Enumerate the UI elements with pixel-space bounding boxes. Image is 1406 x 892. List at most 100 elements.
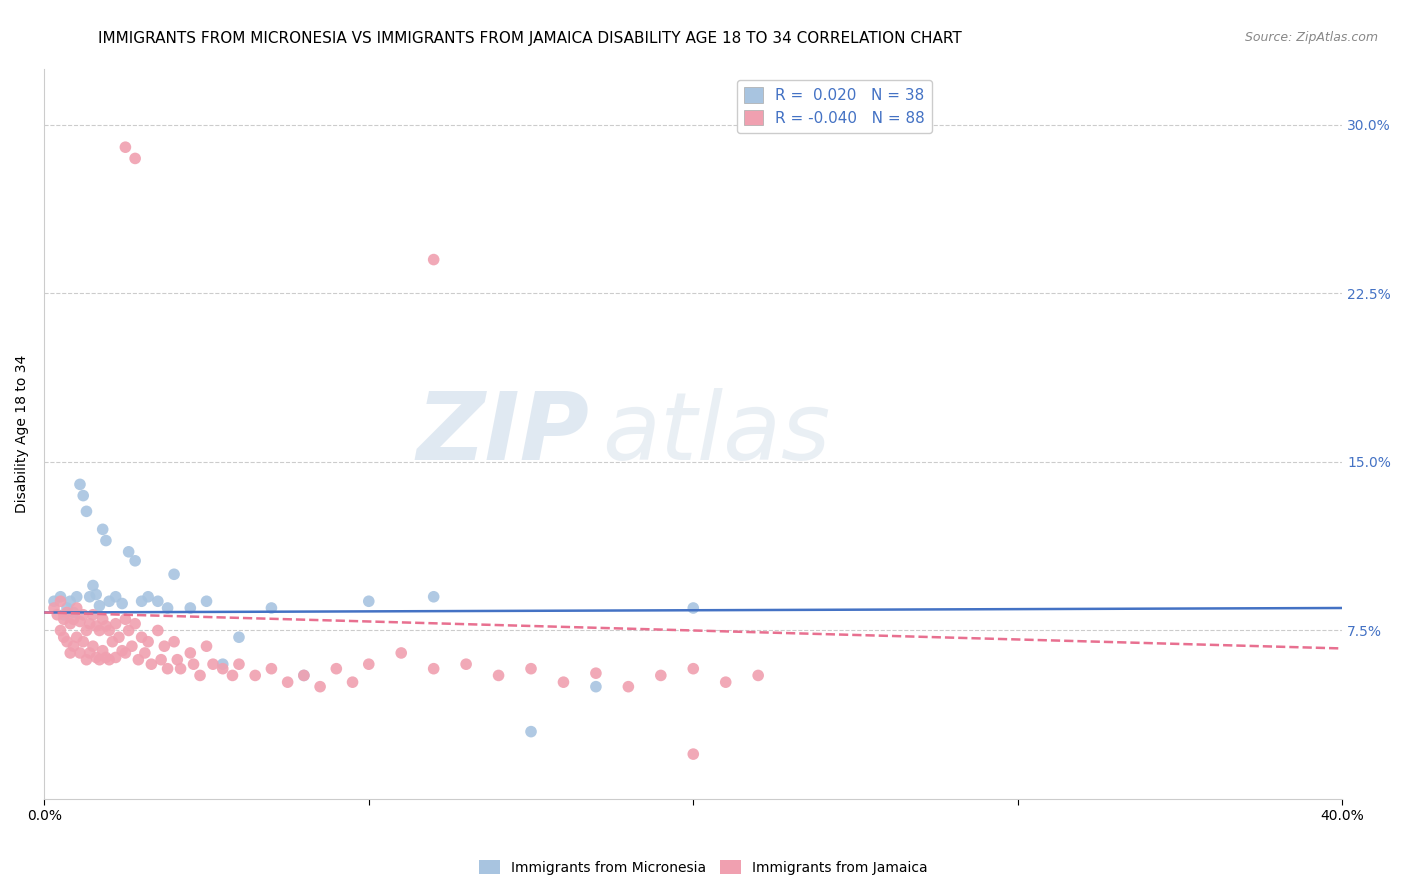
- Point: [111, 597, 134, 611]
- Point: [553, 675, 575, 690]
- Point: [69, 477, 91, 491]
- Point: [585, 666, 607, 681]
- Point: [121, 639, 143, 653]
- Point: [211, 657, 233, 672]
- Point: [75, 624, 97, 638]
- Text: atlas: atlas: [602, 388, 831, 479]
- Point: [136, 634, 159, 648]
- Point: [79, 646, 101, 660]
- Point: [325, 662, 347, 676]
- Text: IMMIGRANTS FROM MICRONESIA VS IMMIGRANTS FROM JAMAICA DISABILITY AGE 18 TO 34 CO: IMMIGRANTS FROM MICRONESIA VS IMMIGRANTS…: [98, 31, 962, 46]
- Point: [682, 601, 704, 615]
- Point: [124, 554, 146, 568]
- Point: [179, 646, 201, 660]
- Point: [52, 630, 75, 644]
- Point: [49, 590, 72, 604]
- Point: [72, 607, 94, 622]
- Point: [134, 646, 156, 660]
- Point: [617, 680, 640, 694]
- Point: [292, 668, 315, 682]
- Point: [56, 634, 79, 648]
- Point: [456, 657, 478, 672]
- Point: [153, 639, 176, 653]
- Point: [82, 578, 104, 592]
- Point: [79, 590, 101, 604]
- Point: [141, 657, 163, 672]
- Point: [91, 643, 114, 657]
- Point: [156, 601, 179, 615]
- Point: [221, 668, 243, 682]
- Point: [195, 594, 218, 608]
- Point: [422, 662, 444, 676]
- Point: [682, 747, 704, 761]
- Point: [89, 653, 111, 667]
- Point: [89, 599, 111, 613]
- Point: [585, 680, 607, 694]
- Point: [75, 504, 97, 518]
- Point: [49, 624, 72, 638]
- Point: [146, 624, 169, 638]
- Point: [108, 630, 131, 644]
- Point: [69, 646, 91, 660]
- Point: [114, 140, 136, 154]
- Point: [114, 646, 136, 660]
- Point: [309, 680, 332, 694]
- Point: [146, 594, 169, 608]
- Point: [59, 594, 82, 608]
- Point: [101, 634, 124, 648]
- Point: [94, 533, 117, 548]
- Point: [188, 668, 211, 682]
- Point: [260, 662, 283, 676]
- Point: [277, 675, 299, 690]
- Point: [156, 662, 179, 676]
- Point: [117, 545, 139, 559]
- Point: [488, 668, 510, 682]
- Point: [166, 653, 188, 667]
- Point: [69, 615, 91, 629]
- Point: [124, 616, 146, 631]
- Point: [183, 657, 205, 672]
- Point: [104, 590, 127, 604]
- Point: [98, 624, 121, 638]
- Point: [62, 639, 84, 653]
- Point: [357, 594, 380, 608]
- Point: [357, 657, 380, 672]
- Point: [520, 724, 543, 739]
- Point: [104, 616, 127, 631]
- Point: [42, 594, 65, 608]
- Point: [66, 590, 89, 604]
- Point: [650, 668, 672, 682]
- Point: [163, 567, 186, 582]
- Point: [195, 639, 218, 653]
- Point: [84, 650, 107, 665]
- Point: [682, 662, 704, 676]
- Point: [98, 594, 121, 608]
- Point: [211, 662, 233, 676]
- Point: [422, 590, 444, 604]
- Point: [714, 675, 737, 690]
- Point: [52, 607, 75, 622]
- Point: [72, 489, 94, 503]
- Point: [75, 653, 97, 667]
- Legend: Immigrants from Micronesia, Immigrants from Jamaica: Immigrants from Micronesia, Immigrants f…: [474, 855, 932, 880]
- Point: [56, 601, 79, 615]
- Point: [62, 606, 84, 620]
- Point: [124, 152, 146, 166]
- Point: [84, 587, 107, 601]
- Point: [79, 616, 101, 631]
- Point: [292, 668, 315, 682]
- Point: [46, 607, 69, 622]
- Point: [520, 662, 543, 676]
- Point: [136, 590, 159, 604]
- Point: [62, 612, 84, 626]
- Point: [82, 639, 104, 653]
- Point: [82, 607, 104, 622]
- Point: [342, 675, 364, 690]
- Point: [91, 522, 114, 536]
- Point: [389, 646, 412, 660]
- Point: [66, 630, 89, 644]
- Point: [422, 252, 444, 267]
- Point: [104, 650, 127, 665]
- Point: [84, 619, 107, 633]
- Point: [127, 653, 149, 667]
